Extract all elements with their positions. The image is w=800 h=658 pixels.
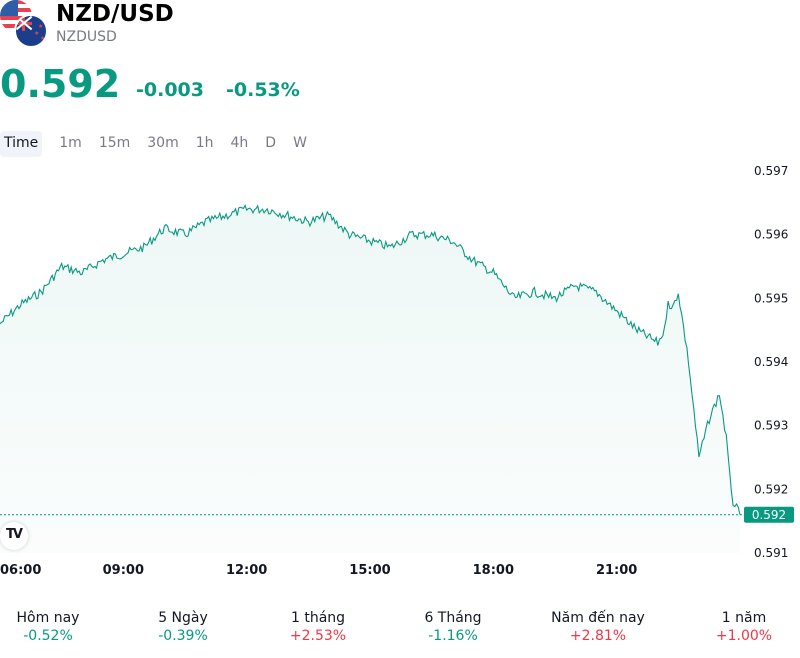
performance-bar: Hôm nay -0.52% 5 Ngày -0.39% 1 tháng +2.… xyxy=(0,610,800,650)
perf-label: Năm đến nay xyxy=(551,610,645,626)
perf-1-month[interactable]: 1 tháng +2.53% xyxy=(253,610,383,644)
tab-time[interactable]: Time xyxy=(0,131,43,157)
tab-d[interactable]: D xyxy=(265,135,277,151)
y-tick-label: 0.592 xyxy=(754,482,788,496)
y-tick-label: 0.595 xyxy=(754,291,788,305)
price-chart[interactable]: 0.597 0.596 0.595 0.594 0.593 0.592 0.591 06:0… xyxy=(0,160,800,580)
last-price: 0.592 xyxy=(0,62,121,106)
x-tick-label: 21:00 xyxy=(596,563,637,578)
x-tick-label: 09:00 xyxy=(103,563,144,578)
perf-label: Hôm nay xyxy=(16,610,80,626)
price-area xyxy=(0,205,740,553)
perf-5-days[interactable]: 5 Ngày -0.39% xyxy=(118,610,248,644)
perf-today[interactable]: Hôm nay -0.52% xyxy=(0,610,113,644)
perf-6-months[interactable]: 6 Tháng -1.16% xyxy=(388,610,518,644)
perf-1-year[interactable]: 1 năm +1.00% xyxy=(679,610,800,644)
tab-15m[interactable]: 15m xyxy=(98,135,131,151)
symbol-title: NZD/USD xyxy=(56,1,174,27)
tab-1m[interactable]: 1m xyxy=(59,135,82,151)
y-tick-label: 0.591 xyxy=(754,546,788,560)
x-axis: 06:00 09:00 12:00 15:00 18:00 21:00 xyxy=(0,563,637,578)
y-tick-label: 0.597 xyxy=(754,164,788,178)
perf-label: 6 Tháng xyxy=(424,610,482,626)
y-axis: 0.597 0.596 0.595 0.594 0.593 0.592 0.591 xyxy=(754,164,788,560)
x-tick-label: 15:00 xyxy=(349,563,390,578)
perf-label: 1 tháng xyxy=(290,610,346,626)
perf-value: +2.81% xyxy=(569,628,627,644)
y-tick-label: 0.596 xyxy=(754,228,788,242)
perf-value: -1.16% xyxy=(428,628,478,644)
y-tick-label: 0.593 xyxy=(754,419,788,433)
perf-value: -0.52% xyxy=(23,628,73,644)
y-tick-label: 0.594 xyxy=(754,355,788,369)
currency-flags: ★ ★ ★ xyxy=(0,0,50,48)
tradingview-logo-icon[interactable]: TV xyxy=(0,522,28,550)
interval-tabs: Time 1m 15m 30m 1h 4h D W xyxy=(0,131,316,157)
perf-value: +1.00% xyxy=(715,628,773,644)
perf-value: -0.39% xyxy=(158,628,208,644)
x-tick-label: 18:00 xyxy=(473,563,514,578)
tab-30m[interactable]: 30m xyxy=(147,135,179,151)
x-tick-label: 12:00 xyxy=(226,563,267,578)
last-price-box xyxy=(744,506,794,523)
tab-4h[interactable]: 4h xyxy=(230,135,249,151)
symbol-ticker: NZDUSD xyxy=(56,29,117,45)
perf-label: 1 năm xyxy=(721,610,767,626)
price-line xyxy=(0,204,741,515)
tab-1h[interactable]: 1h xyxy=(195,135,214,151)
price-change: -0.003 xyxy=(136,79,204,101)
perf-label: 5 Ngày xyxy=(158,610,208,626)
price-change-percent: -0.53% xyxy=(226,79,300,101)
x-tick-label: 06:00 xyxy=(0,563,41,578)
last-price-label: 0.592 xyxy=(752,508,786,522)
perf-ytd[interactable]: Năm đến nay +2.81% xyxy=(533,610,663,644)
nz-flag-icon: ★ ★ ★ xyxy=(14,14,48,48)
tab-w[interactable]: W xyxy=(293,135,307,151)
perf-value: +2.53% xyxy=(289,628,347,644)
